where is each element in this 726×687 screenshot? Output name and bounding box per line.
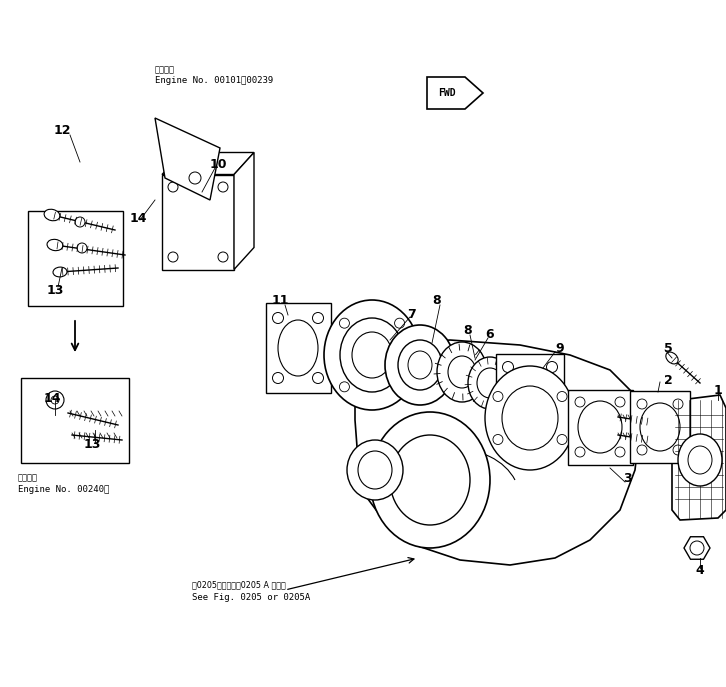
Text: 13: 13 bbox=[83, 438, 101, 451]
Text: 適用号機: 適用号機 bbox=[155, 65, 175, 74]
Polygon shape bbox=[427, 77, 483, 109]
Text: 3: 3 bbox=[624, 471, 632, 484]
Polygon shape bbox=[155, 118, 220, 200]
Bar bbox=[28, 210, 123, 306]
Text: 5: 5 bbox=[664, 341, 672, 354]
Ellipse shape bbox=[44, 210, 60, 221]
Text: 14: 14 bbox=[44, 392, 61, 405]
Ellipse shape bbox=[324, 300, 420, 410]
Text: 第0205図または第0205 A 参照要: 第0205図または第0205 A 参照要 bbox=[192, 580, 286, 589]
Bar bbox=[266, 303, 330, 393]
Ellipse shape bbox=[53, 267, 67, 277]
Text: 11: 11 bbox=[272, 293, 289, 306]
Text: Engine No. 00101～00239: Engine No. 00101～00239 bbox=[155, 76, 273, 85]
Ellipse shape bbox=[347, 440, 403, 500]
Text: 9: 9 bbox=[555, 341, 564, 354]
Text: 6: 6 bbox=[486, 328, 494, 341]
Polygon shape bbox=[672, 395, 726, 520]
Ellipse shape bbox=[468, 357, 512, 409]
Text: 2: 2 bbox=[664, 374, 672, 387]
Text: Engine No. 00240～: Engine No. 00240～ bbox=[18, 485, 110, 494]
Ellipse shape bbox=[437, 342, 487, 402]
Ellipse shape bbox=[75, 217, 85, 227]
Ellipse shape bbox=[370, 412, 490, 548]
Ellipse shape bbox=[666, 352, 678, 364]
Text: 8: 8 bbox=[464, 324, 473, 337]
Text: 8: 8 bbox=[433, 293, 441, 306]
Text: 7: 7 bbox=[407, 308, 417, 322]
Bar bbox=[630, 391, 690, 463]
Polygon shape bbox=[684, 537, 710, 559]
Text: 4: 4 bbox=[696, 563, 704, 576]
Ellipse shape bbox=[47, 239, 63, 251]
Polygon shape bbox=[234, 153, 254, 269]
Bar bbox=[496, 354, 564, 436]
Ellipse shape bbox=[46, 391, 64, 409]
Ellipse shape bbox=[77, 243, 87, 253]
Ellipse shape bbox=[678, 434, 722, 486]
Text: 13: 13 bbox=[46, 284, 64, 297]
Polygon shape bbox=[355, 340, 640, 565]
Bar bbox=[21, 377, 129, 462]
Polygon shape bbox=[162, 153, 254, 174]
Ellipse shape bbox=[485, 366, 575, 470]
Text: 12: 12 bbox=[53, 124, 70, 137]
Bar bbox=[568, 390, 632, 464]
Text: 14: 14 bbox=[129, 212, 147, 225]
Ellipse shape bbox=[385, 325, 455, 405]
Text: 1: 1 bbox=[714, 383, 722, 396]
Text: 10: 10 bbox=[209, 159, 227, 172]
Bar bbox=[162, 174, 234, 269]
Text: See Fig. 0205 or 0205A: See Fig. 0205 or 0205A bbox=[192, 593, 310, 602]
Text: FWD: FWD bbox=[439, 88, 456, 98]
Text: 適用号機: 適用号機 bbox=[18, 473, 38, 482]
